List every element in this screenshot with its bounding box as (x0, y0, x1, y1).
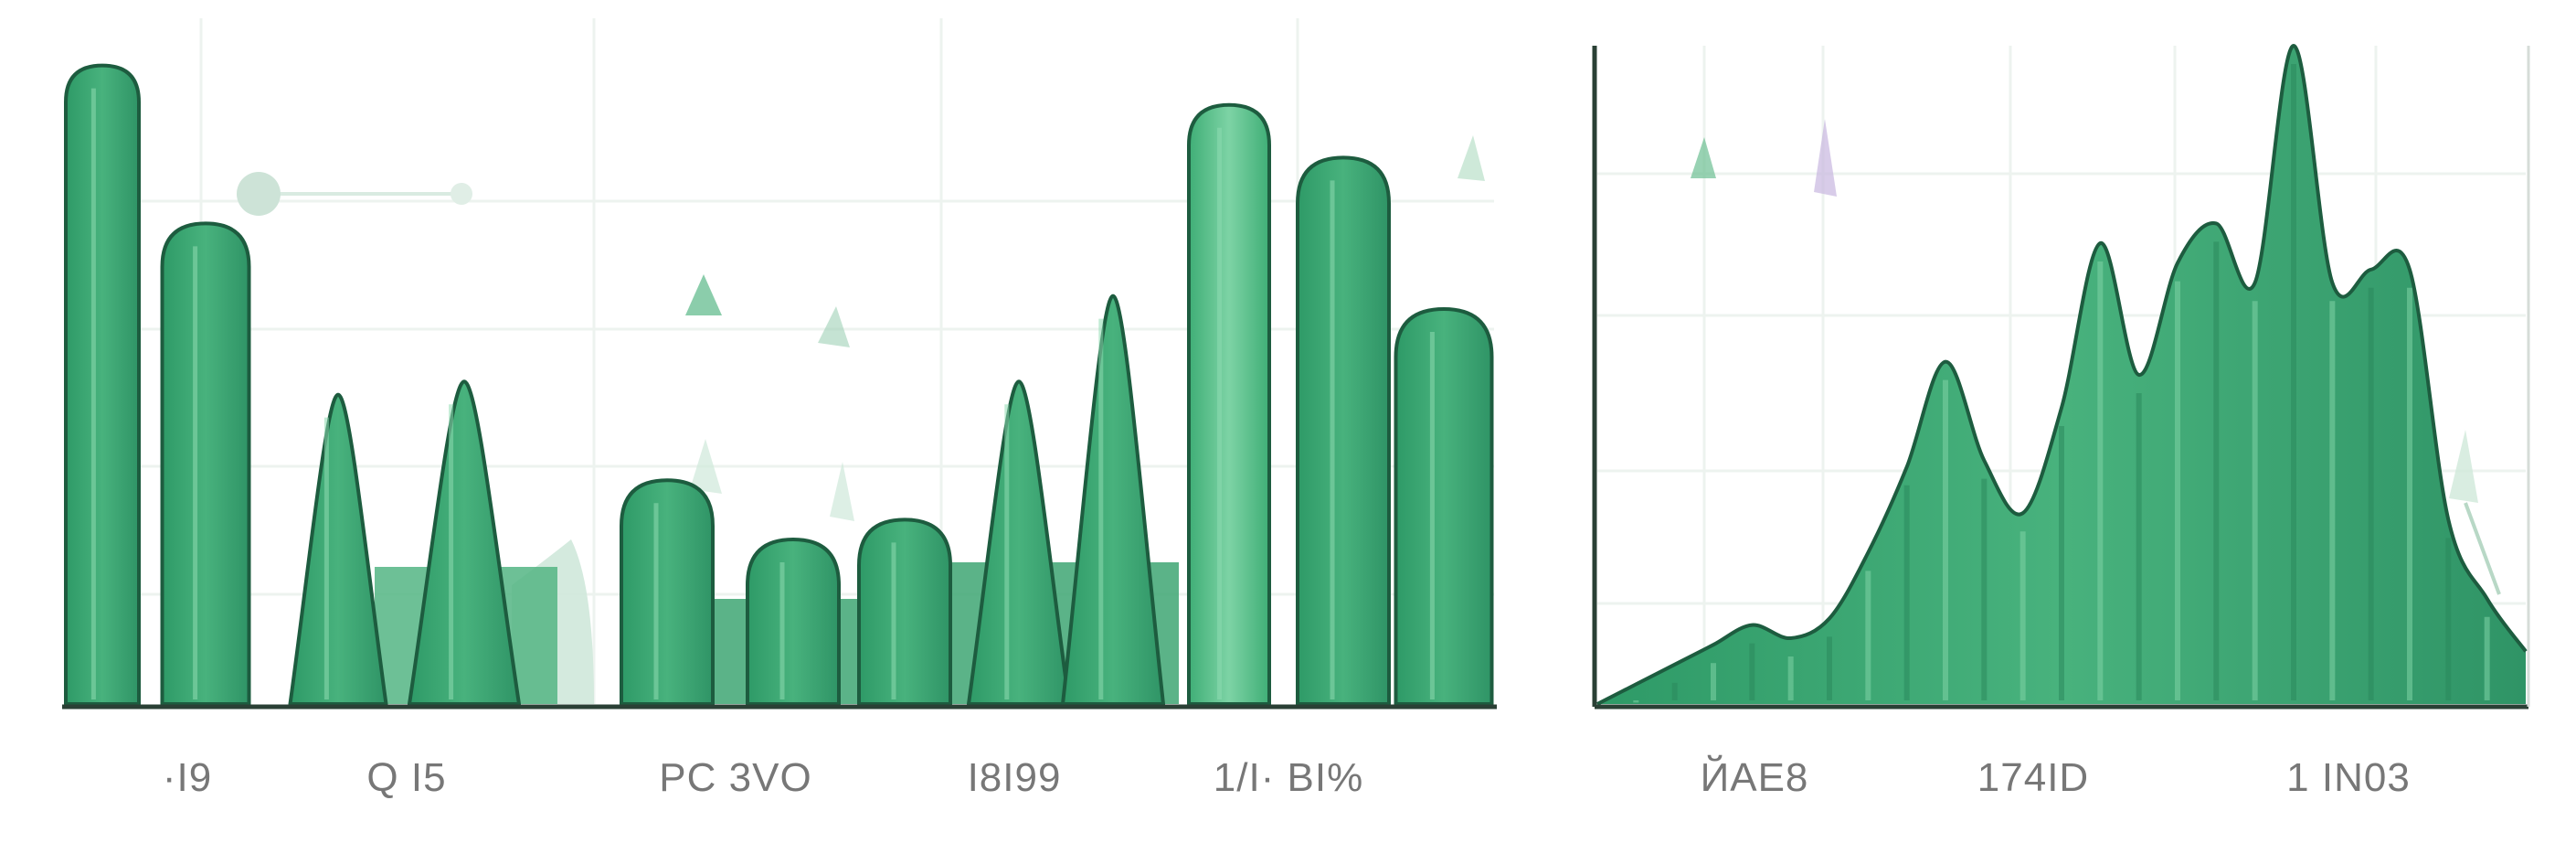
right-tick-label-2: 174ID (1977, 755, 2089, 800)
left-peak-3 (291, 395, 387, 704)
left-peak-10 (1189, 105, 1269, 704)
right-marker-triangle-2 (1814, 119, 1837, 197)
left-peak-7 (859, 519, 950, 704)
right-marker-triangle-3 (2449, 430, 2478, 503)
left-peak-8 (969, 381, 1069, 704)
left-x-tick-labels: ·I9 Q I5 PC 3VO I8I99 1/I· BI% (163, 755, 1363, 800)
left-chart-panel: ·I9 Q I5 PC 3VO I8I99 1/I· BI% (62, 18, 1497, 800)
left-tick-label-4: I8I99 (968, 755, 1062, 800)
left-tick-label-1: ·I9 (163, 755, 212, 800)
right-marker-triangle-1 (1691, 137, 1716, 178)
left-marker-circle (237, 172, 281, 216)
right-tick-label-1: ЙAE8 (1701, 753, 1809, 800)
left-marker-triangle-2 (818, 306, 850, 347)
left-peak-12 (1396, 309, 1492, 704)
left-peak-11 (1298, 157, 1389, 704)
right-tick-label-3: 1 IN03 (2286, 755, 2411, 800)
left-tick-label-3: PC 3VO (659, 755, 811, 800)
left-marker-dot (451, 183, 472, 205)
right-series-area (1597, 46, 2526, 704)
right-x-tick-labels: ЙAE8 174ID 1 IN03 (1701, 753, 2411, 800)
left-peak-2 (163, 223, 249, 704)
right-chart-panel: ЙAE8 174ID 1 IN03 (1595, 46, 2528, 800)
left-tick-label-2: Q I5 (366, 755, 446, 800)
left-tick-label-5: 1/I· BI% (1214, 755, 1364, 800)
left-peak-1 (66, 66, 139, 704)
left-series-peaks (66, 66, 1492, 704)
left-marker-triangle-1 (685, 274, 722, 315)
left-peak-5 (621, 480, 713, 704)
left-peak-9 (1063, 296, 1163, 704)
left-marker-triangle-3 (1458, 135, 1485, 181)
left-marker-drop-2 (830, 462, 854, 521)
left-peak-6 (747, 539, 839, 704)
left-peak-4 (409, 381, 519, 704)
